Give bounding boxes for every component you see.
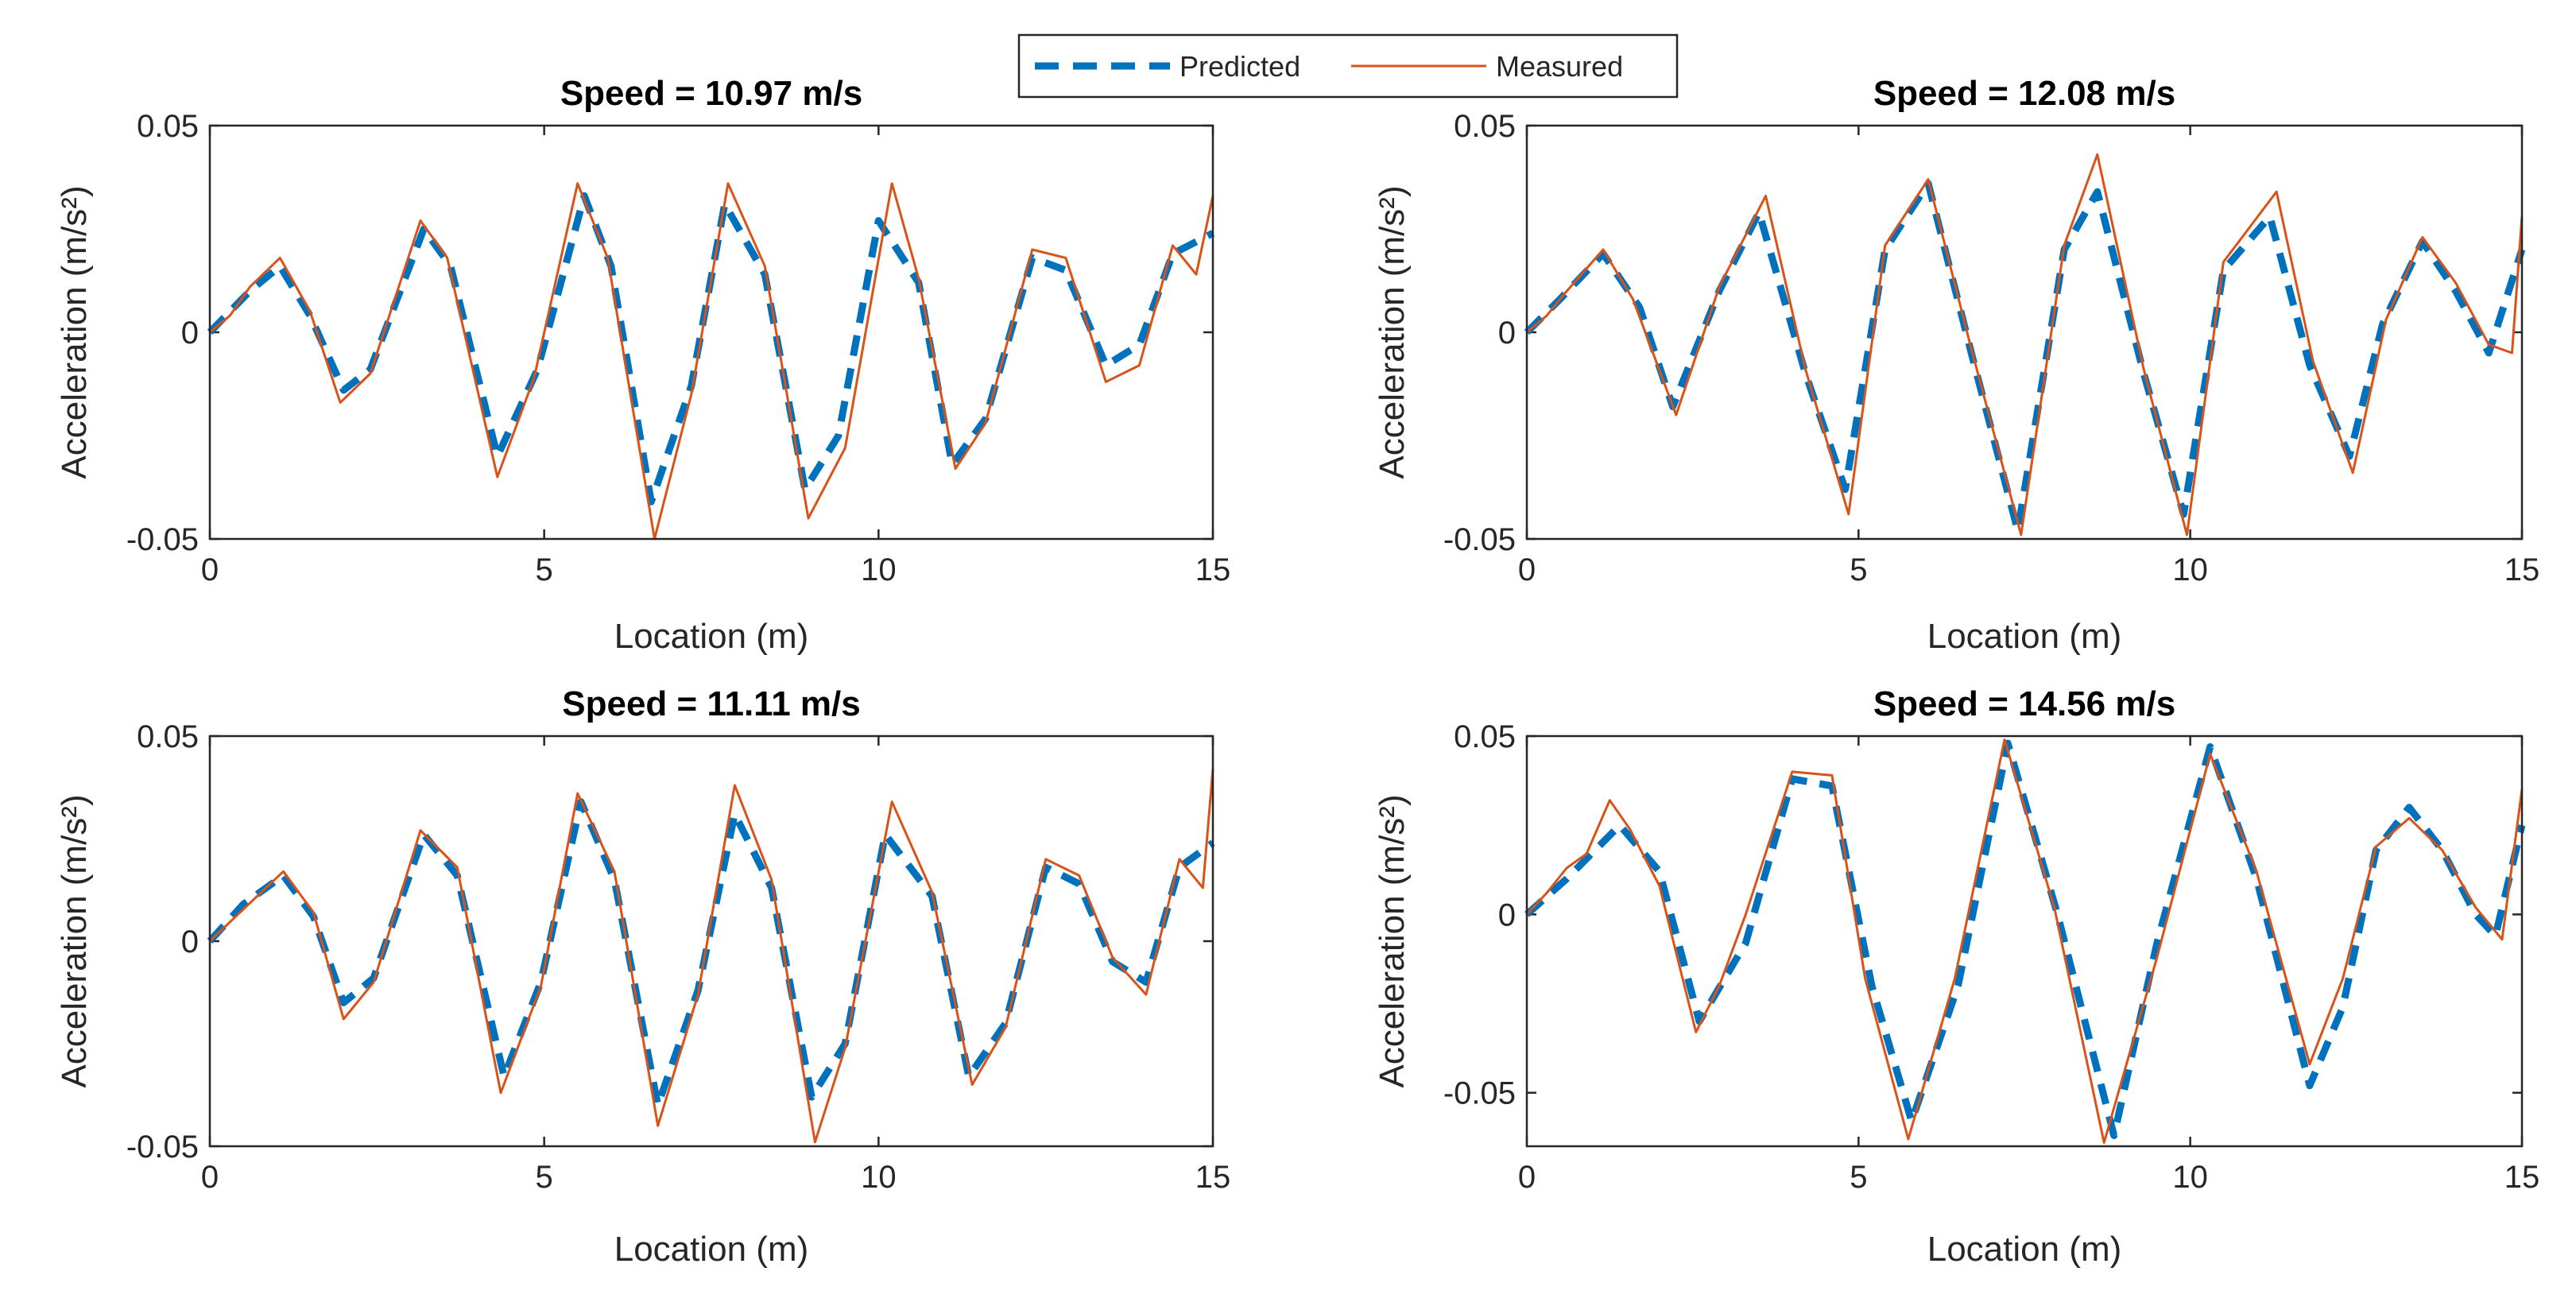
y-tick-label: -0.05 [126, 522, 199, 557]
y-tick-label: -0.05 [1443, 522, 1516, 557]
axes-frame [1525, 124, 2524, 541]
x-tick-label: 0 [201, 552, 219, 587]
legend-label-measured: Measured [1496, 50, 1623, 83]
panel-title: Speed = 14.56 m/s [1873, 684, 2175, 723]
axes-frame [208, 734, 1214, 1148]
series-line-predicted [1524, 739, 2526, 1139]
x-tick-label: 10 [861, 1160, 897, 1195]
series-line-measured [208, 769, 1214, 1144]
x-tick-label: 5 [536, 1160, 553, 1195]
legend-label-predicted: Predicted [1180, 50, 1300, 83]
series-line-predicted [207, 192, 1215, 506]
series-line-measured [1526, 153, 2524, 537]
series-line-measured [1525, 738, 2524, 1144]
series-line-predicted [207, 798, 1215, 1109]
x-tick-label: 15 [2504, 552, 2540, 587]
x-tick-label: 5 [1850, 1160, 1867, 1195]
axes-frame [1525, 734, 2524, 1148]
x-tick-label: 5 [536, 552, 553, 587]
y-tick-label: 0.05 [137, 719, 199, 754]
x-tick-label: 0 [201, 1160, 219, 1195]
x-tick-label: 10 [2172, 1160, 2208, 1195]
y-tick-label: -0.05 [1443, 1076, 1516, 1111]
y-tick-label: 0 [181, 316, 199, 351]
x-tick-label: 15 [1195, 1160, 1231, 1195]
x-tick-label: 0 [1518, 552, 1536, 587]
y-axis-label: Acceleration (m/s²) [1373, 185, 1412, 479]
y-axis-label: Acceleration (m/s²) [1373, 794, 1412, 1087]
series-line-measured [209, 182, 1214, 541]
x-tick-label: 5 [1850, 552, 1867, 587]
x-axis-label: Location (m) [1927, 1230, 2122, 1269]
x-tick-label: 15 [1195, 552, 1231, 587]
y-tick-label: 0 [181, 924, 199, 959]
x-tick-label: 10 [2172, 552, 2208, 587]
y-tick-label: 0 [1498, 316, 1516, 351]
y-axis-label: Acceleration (m/s²) [55, 794, 94, 1087]
x-axis-label: Location (m) [614, 1230, 809, 1269]
y-tick-label: 0.05 [1454, 719, 1516, 754]
chart-panel-bottom-right: Speed = 14.56 m/s 0 5 10 15 -0.05 0 0.05 Locat… [1373, 684, 2539, 1269]
y-tick-label: 0.05 [137, 109, 199, 144]
legend: Predicted Measured [1017, 33, 1679, 99]
x-axis-label: Location (m) [1927, 617, 2122, 656]
panel-title: Speed = 10.97 m/s [560, 74, 862, 113]
x-axis-label: Location (m) [614, 617, 809, 656]
panel-title: Speed = 11.11 m/s [562, 684, 860, 723]
y-tick-label: 0 [1498, 897, 1516, 932]
axes-frame [208, 124, 1214, 541]
y-tick-label: 0.05 [1454, 109, 1516, 144]
series-line-predicted [1524, 180, 2526, 535]
x-tick-label: 15 [2504, 1160, 2540, 1195]
panel-title: Speed = 12.08 m/s [1873, 74, 2175, 113]
y-tick-label: -0.05 [126, 1130, 199, 1165]
x-tick-label: 0 [1518, 1160, 1536, 1195]
x-tick-label: 10 [861, 552, 897, 587]
y-axis-label: Acceleration (m/s²) [55, 185, 94, 479]
